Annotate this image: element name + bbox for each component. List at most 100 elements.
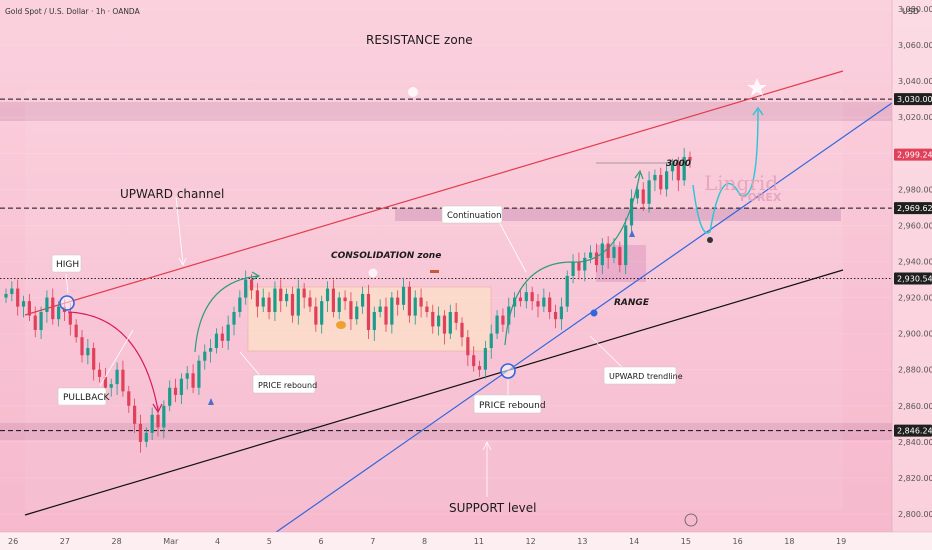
price-tick-label: 2,840.000 [898, 438, 932, 447]
candle-body [629, 198, 634, 226]
candle-body [548, 297, 552, 312]
candle-body [559, 306, 563, 320]
candle-body [483, 348, 487, 370]
candle-body [214, 333, 219, 349]
candle-body [612, 247, 616, 258]
candle-body [448, 311, 452, 334]
continuation-arrow [504, 172, 641, 346]
rebound-marker [500, 363, 516, 379]
high-leader [65, 273, 69, 294]
candle-body [407, 286, 411, 316]
candle-body [518, 297, 523, 302]
candle-body [413, 297, 417, 316]
candle-body [507, 306, 511, 325]
candle-body [676, 164, 680, 181]
candle-body [156, 414, 160, 428]
price-tick-label: 3,040.000 [898, 77, 932, 86]
rebound-arrow-1 [194, 275, 259, 353]
candle-body [553, 311, 558, 320]
price-tick-label: 2,980.000 [898, 185, 932, 194]
candle-body [472, 355, 476, 367]
candle-body [577, 261, 581, 271]
candle-body [97, 369, 102, 377]
candle-body [10, 288, 14, 294]
rebound2-label: PRICE rebound [479, 401, 546, 411]
candle-body [355, 306, 359, 320]
candle-body [524, 292, 528, 302]
time-tick-label: 15 [681, 537, 691, 546]
candle-body [308, 297, 312, 307]
candle-body [431, 311, 435, 327]
candle-body [232, 311, 236, 325]
candle-body [255, 290, 259, 307]
lightning-icon [684, 513, 698, 527]
candle-body [285, 293, 289, 302]
time-tick-label: 12 [526, 537, 536, 546]
candle-body [80, 337, 84, 356]
support-leader-head [482, 441, 492, 451]
candle-body [501, 315, 505, 325]
eye-icon [707, 237, 713, 243]
high-marker [59, 295, 75, 311]
candle-body [653, 174, 657, 181]
candle-body [168, 387, 172, 406]
candle-body [144, 432, 148, 442]
rebound1-box [252, 374, 316, 394]
candle-body [279, 288, 283, 302]
candle-body [589, 252, 593, 258]
candle-body [220, 333, 224, 341]
trendline-label: UPWARD trendline [609, 372, 683, 381]
price-tag-label: 2,999.240 [897, 151, 932, 160]
candle-body [33, 315, 37, 331]
candle-body [530, 292, 534, 302]
support-zone-band [0, 423, 892, 440]
snail-icon [336, 321, 346, 329]
candle-body [361, 293, 365, 307]
time-tick-label: 14 [629, 537, 639, 546]
time-tick-label: 8 [422, 537, 427, 546]
channel-leader [175, 196, 184, 265]
candle-body [442, 315, 447, 334]
candle-body [21, 301, 26, 307]
candle-body [185, 373, 189, 379]
candle-body [396, 297, 400, 305]
time-tick-label: 27 [60, 537, 70, 546]
candles [4, 147, 692, 453]
rocket-icon-2 [629, 230, 635, 237]
time-axis: 26 27 28 Mar 4 5 6 7 8 11 12 13 14 15 16 18 19 [8, 537, 846, 546]
candle-body [320, 301, 324, 325]
candle-body [477, 366, 482, 370]
time-tick-label: 5 [267, 537, 272, 546]
candle-body [583, 257, 587, 271]
rebound2-box [473, 394, 542, 414]
upward-channel-label: UPWARD channel [120, 187, 224, 201]
candle-body [542, 297, 546, 307]
candle-body [45, 297, 49, 312]
candle-body [179, 378, 183, 395]
candle-body [378, 306, 382, 312]
price-tick-label: 3,020.000 [898, 113, 932, 122]
candle-body [384, 306, 388, 325]
candle-body [16, 288, 20, 307]
hammer-icon [430, 270, 439, 273]
trendline-box [603, 366, 677, 385]
candle-body [331, 288, 335, 312]
price-tick-label: 2,800.000 [898, 510, 932, 519]
time-tick-label: 18 [784, 537, 794, 546]
candle-body [366, 293, 371, 331]
resistance-zone-label: RESISTANCE zone [366, 33, 473, 47]
price-tag [894, 93, 932, 106]
price-tag-label: 2,969.623 [897, 204, 932, 213]
candle-body [659, 174, 663, 190]
candle-body [688, 156, 692, 161]
candle-body [290, 293, 295, 316]
price-tag-label: 2,930.540 [897, 275, 932, 284]
candle-body [249, 279, 254, 291]
candle-body [103, 376, 107, 388]
candle-body [133, 405, 137, 424]
candle-body [4, 293, 8, 298]
candle-body [337, 297, 341, 312]
channel-leader-head [178, 257, 187, 266]
